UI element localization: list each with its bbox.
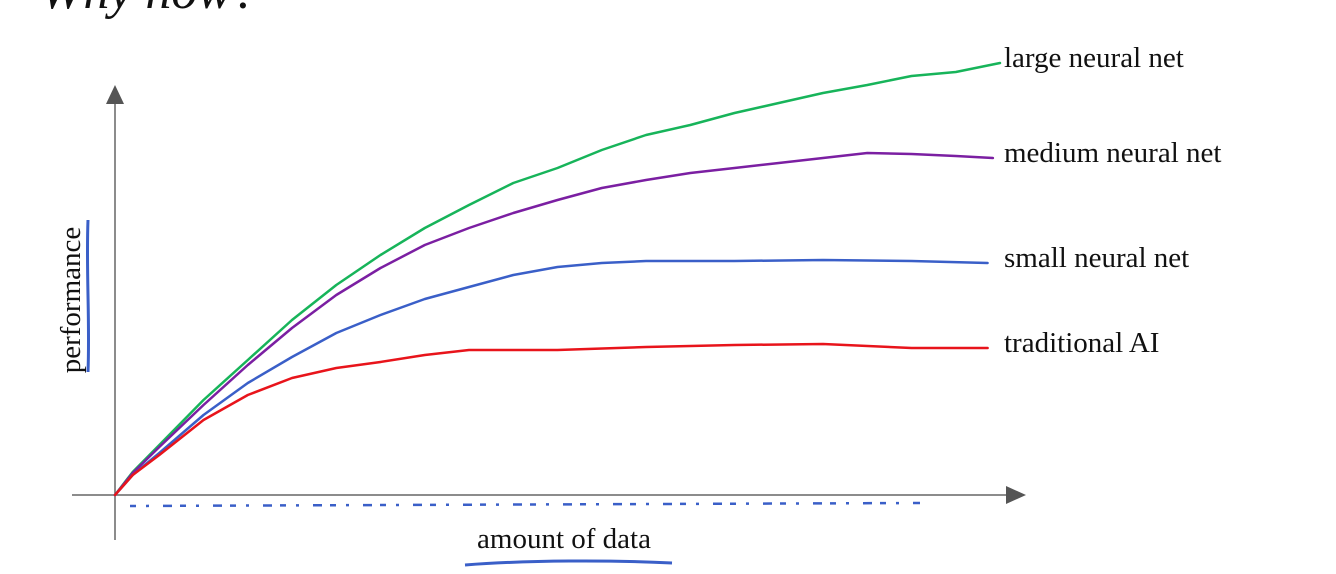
plot-area: large neural net medium neural net small n… xyxy=(113,42,1221,497)
series-line xyxy=(113,151,995,497)
series-label: traditional AI xyxy=(1004,327,1159,359)
chart-title: Why now? xyxy=(40,0,258,20)
series-line xyxy=(113,61,1002,497)
series-line xyxy=(113,342,989,497)
y-label-underline xyxy=(85,219,91,373)
series-label: large neural net xyxy=(1004,42,1184,74)
series-label: small neural net xyxy=(1004,242,1189,274)
x-axis-label: amount of data xyxy=(477,523,651,555)
y-axis-label: performance xyxy=(55,227,87,374)
x-label-underline xyxy=(464,559,673,567)
series-line xyxy=(113,258,989,497)
x-axis-scribble xyxy=(129,501,921,508)
x-axis-arrow xyxy=(1006,486,1026,504)
series-label: medium neural net xyxy=(1004,137,1221,169)
y-axis-arrow xyxy=(106,85,124,104)
